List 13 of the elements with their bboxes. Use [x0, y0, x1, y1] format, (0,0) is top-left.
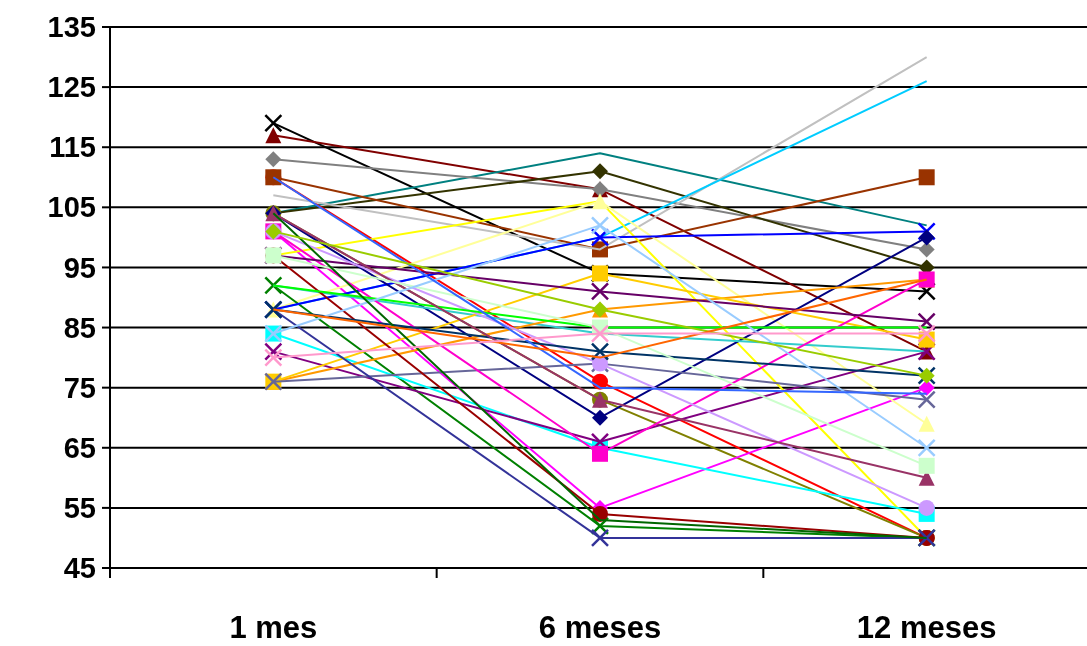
y-tick-label: 45: [63, 552, 96, 585]
y-tick-label: 65: [63, 431, 96, 464]
y-tick-label: 135: [47, 11, 96, 44]
y-tick-label: 85: [63, 311, 96, 344]
y-tick-label: 95: [63, 251, 96, 284]
y-tick-label: 125: [47, 71, 96, 104]
y-tick-label: 55: [63, 492, 96, 525]
y-tick-label: 75: [63, 371, 96, 404]
y-tick-label: 105: [47, 191, 96, 224]
x-tick-label: 1 mes: [229, 610, 318, 645]
x-tick-label: 6 meses: [538, 610, 662, 645]
y-tick-label: 115: [49, 131, 96, 164]
x-tick-label: 12 meses: [856, 610, 997, 645]
